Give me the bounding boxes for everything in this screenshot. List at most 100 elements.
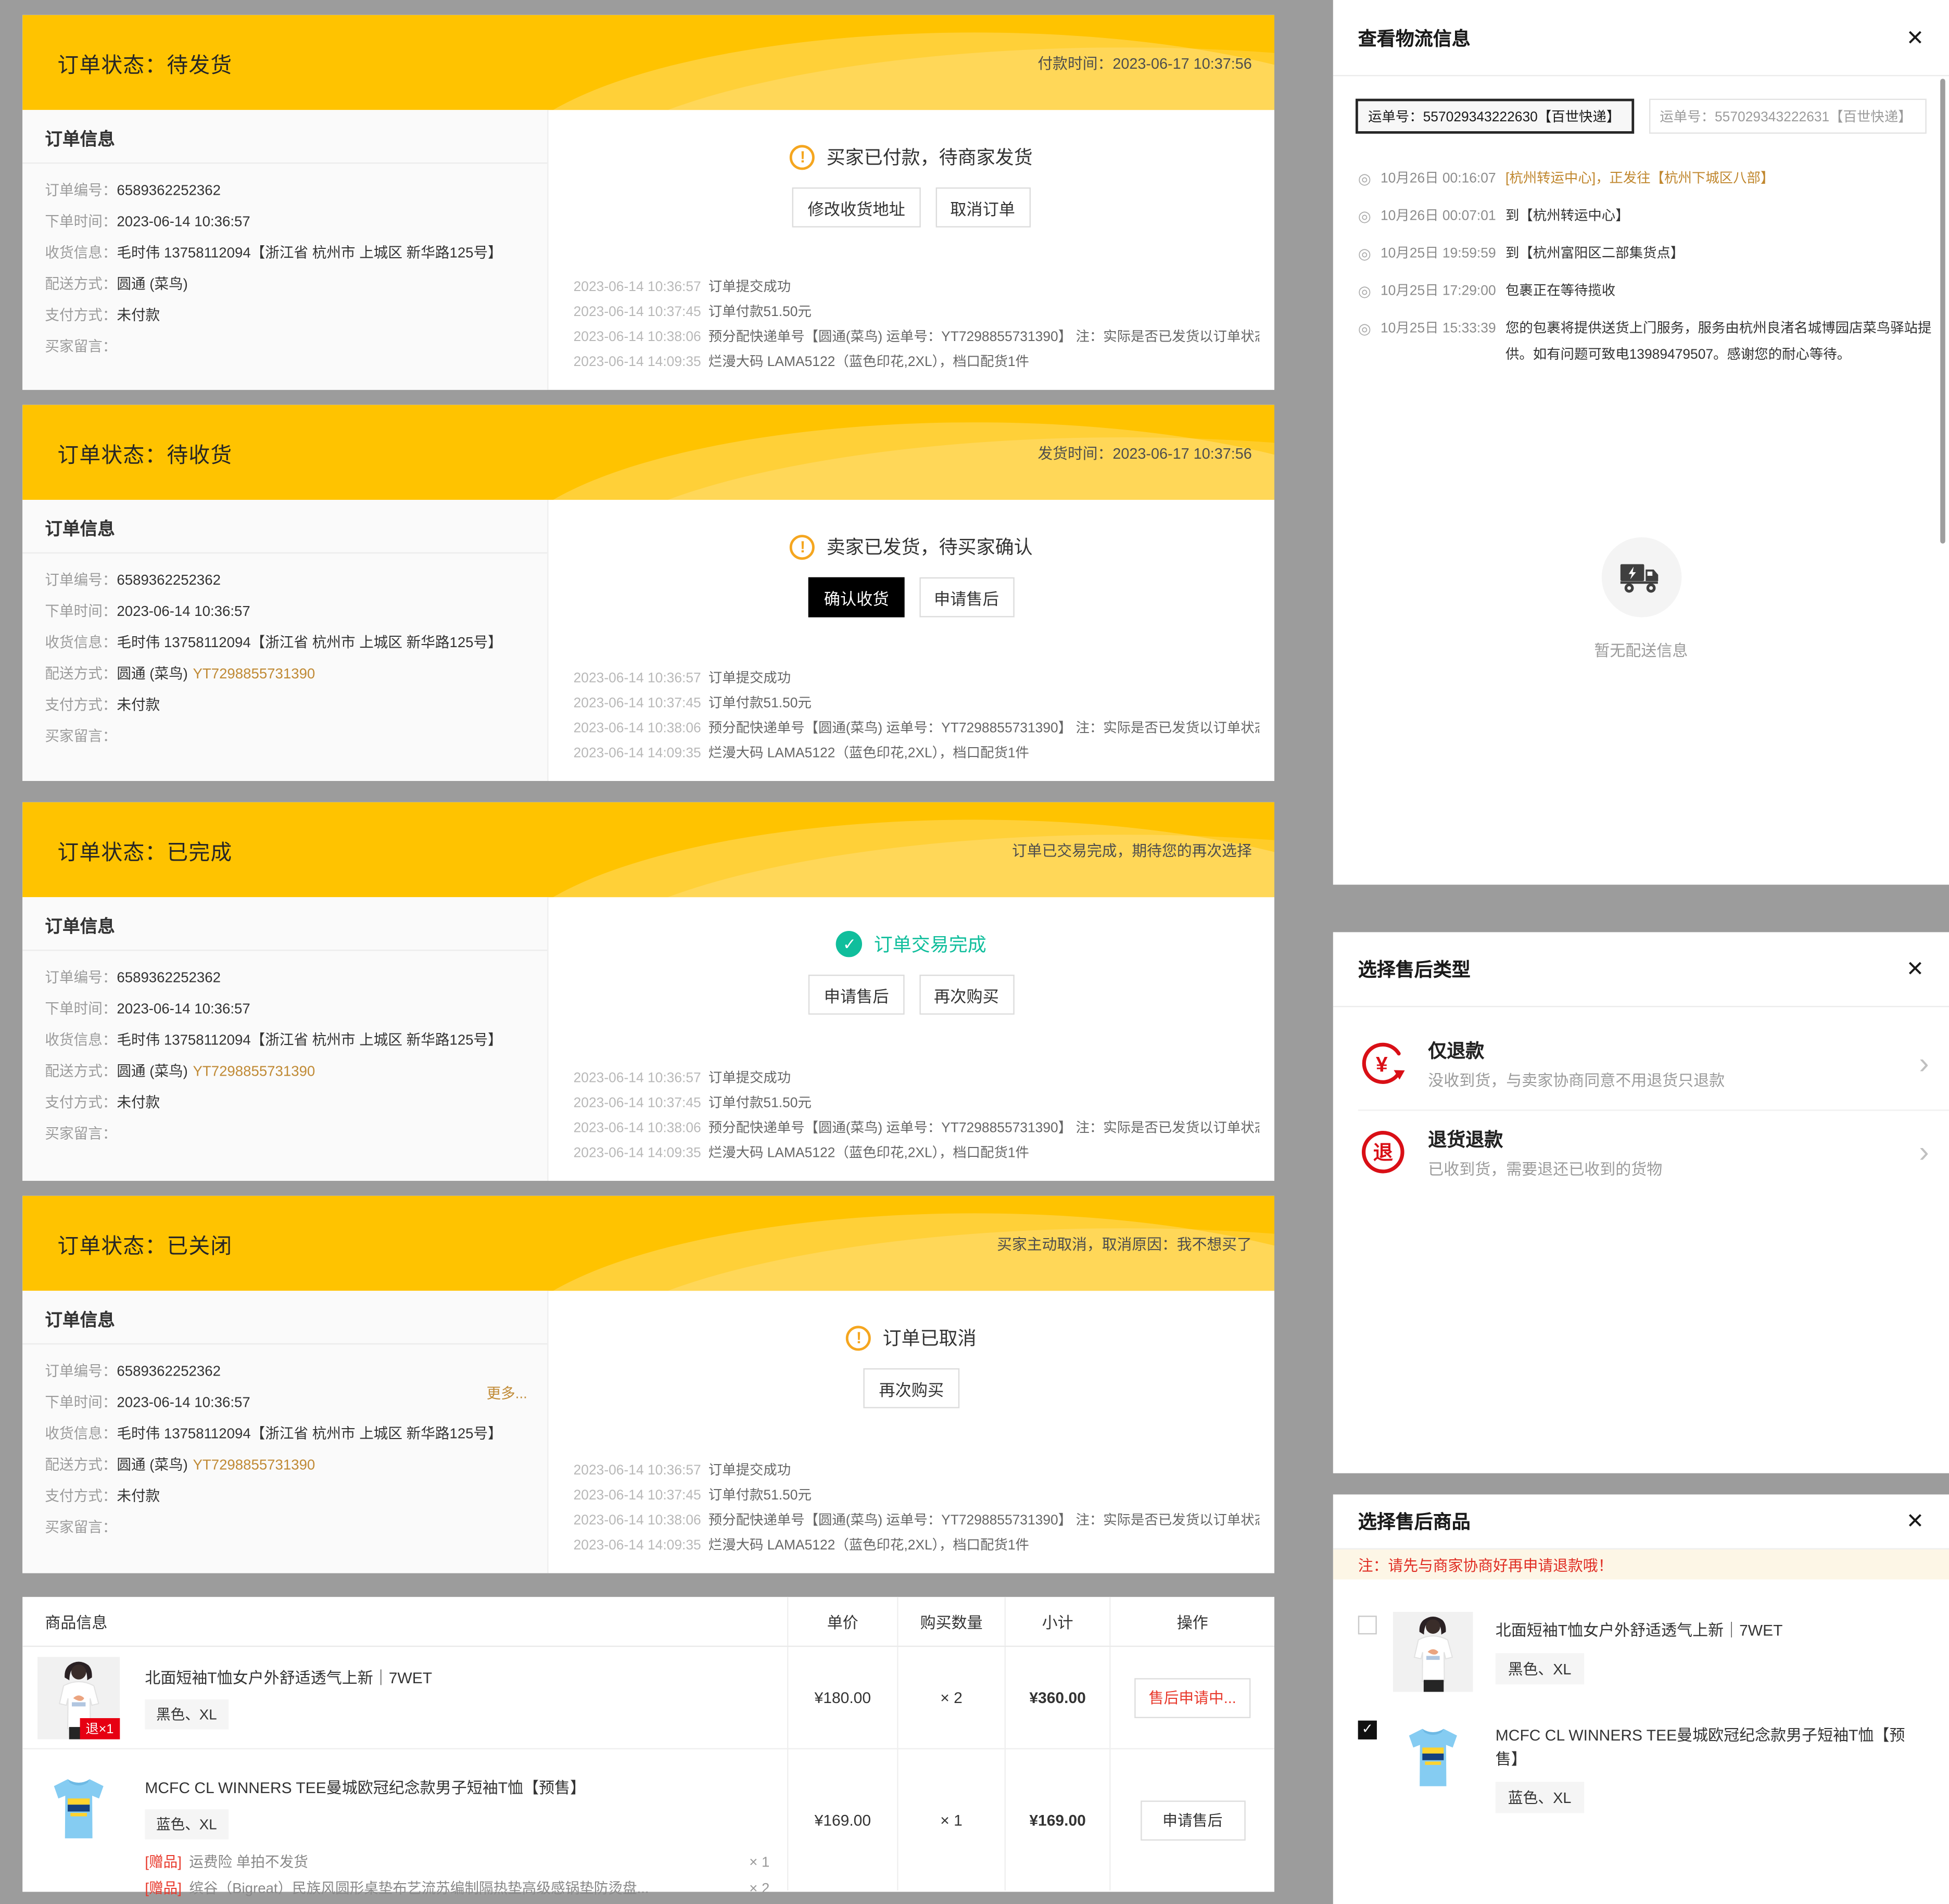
more-link[interactable]: 更多... bbox=[486, 1387, 527, 1402]
buy-again-button[interactable]: 再次购买 bbox=[919, 975, 1014, 1015]
product-image-blue-tee bbox=[1393, 1717, 1473, 1797]
order-status-panel: ! 订单已取消 再次购买 2023-06-14 10:36:57 订单提交成功 bbox=[547, 1291, 1274, 1573]
product-image-white-tee bbox=[1393, 1612, 1473, 1692]
option-return-refund[interactable]: 退 退货退款 已收到货，需要退还已收到的货物 › bbox=[1333, 1111, 1949, 1199]
unit-price: ¥180.00 bbox=[787, 1647, 897, 1748]
order-field-row: 订单编号： 6589362252362 bbox=[45, 963, 525, 994]
field-label: 收货信息： bbox=[45, 1033, 117, 1049]
field-label: 收货信息： bbox=[45, 636, 117, 651]
apply-aftersale-button[interactable]: 申请售后 bbox=[808, 975, 904, 1015]
order-field-row: 配送方式： 圆通 (菜鸟) YT7298855731390 bbox=[45, 660, 525, 691]
subtotal: ¥360.00 bbox=[1004, 1647, 1110, 1748]
order-info-title: 订单信息 bbox=[45, 1309, 115, 1330]
buy-again-button[interactable]: 再次购买 bbox=[864, 1368, 959, 1408]
field-label: 买家留言： bbox=[45, 339, 117, 355]
apply-aftersale-button[interactable]: 申请售后 bbox=[1140, 1800, 1245, 1840]
tracking-number-link[interactable]: YT7298855731390 bbox=[193, 1458, 315, 1473]
timeline-time: 2023-06-14 10:37:45 bbox=[573, 696, 701, 711]
order-field-row: 收货信息： 毛时伟 13758112094【浙江省 杭州市 上城区 新华路125号… bbox=[45, 1419, 525, 1451]
cancel-order-button[interactable]: 取消订单 bbox=[935, 187, 1030, 228]
field-value: 圆通 (菜鸟) bbox=[117, 1064, 188, 1080]
timeline-time: 2023-06-14 14:09:35 bbox=[573, 1145, 701, 1161]
modal-header: 选择售后类型 ✕ bbox=[1333, 932, 1949, 1007]
tracking-tab-active[interactable]: 运单号： 557029343222630【百世快递】 bbox=[1356, 98, 1634, 134]
timeline-row: 2023-06-14 10:38:06 预分配快递单号【圆通(菜鸟) 运单号：Y… bbox=[574, 716, 1260, 741]
product-cell: MCFC CL WINNERS TEE曼城欧冠纪念款男子短袖T恤【预售】 蓝色、… bbox=[22, 1749, 787, 1897]
field-label: 订单编号： bbox=[45, 573, 117, 589]
divider bbox=[1358, 1109, 1949, 1111]
order-timeline: 2023-06-14 10:36:57 订单提交成功 2023-06-14 10… bbox=[574, 275, 1260, 375]
field-label: 支付方式： bbox=[45, 698, 117, 714]
product-meta: 北面短袖T恤女户外舒适透气上新｜7WET 黑色、XL bbox=[145, 1657, 787, 1748]
timeline-time: 2023-06-14 14:09:35 bbox=[573, 1538, 701, 1554]
tracking-number-link[interactable]: YT7298855731390 bbox=[193, 667, 315, 683]
success-check-icon: ✓ bbox=[836, 931, 863, 957]
order-card-closed: 订单状态：已关闭 买家主动取消，取消原因：我不想买了 订单信息 订单编号： 658… bbox=[22, 1195, 1275, 1573]
order-header-note: 付款时间：2023-06-17 10:37:56 bbox=[1037, 54, 1252, 72]
order-fields: 订单编号： 6589362252362 下单时间： 2023-06-14 10:36… bbox=[45, 1357, 525, 1544]
status-line: ! 买家已付款，待商家发货 bbox=[790, 144, 1033, 170]
tracking-tabs: 运单号： 557029343222630【百世快递】 运单号： 5570293432… bbox=[1356, 98, 1927, 134]
item-checkbox-unchecked[interactable] bbox=[1358, 1616, 1377, 1635]
table-row: MCFC CL WINNERS TEE曼城欧冠纪念款男子短袖T恤【预售】 蓝色、… bbox=[22, 1749, 1274, 1897]
item-checkbox-checked[interactable]: ✓ bbox=[1358, 1720, 1377, 1739]
tracking-tab[interactable]: 运单号： 557029343222631【百世快递】 bbox=[1648, 98, 1927, 134]
order-header: 订单状态：待发货 付款时间：2023-06-17 10:37:56 bbox=[22, 15, 1275, 110]
modals-column: 查看物流信息 ✕ 运单号： 557029343222630【百世快递】 运单号： 5… bbox=[1333, 0, 1949, 1904]
order-field-row: 下单时间： 2023-06-14 10:36:57 bbox=[45, 207, 525, 238]
divider bbox=[22, 950, 548, 951]
close-icon[interactable]: ✕ bbox=[1906, 957, 1925, 981]
order-header: 订单状态：已关闭 买家主动取消，取消原因：我不想买了 bbox=[22, 1195, 1275, 1291]
order-field-row: 买家留言： bbox=[45, 1513, 525, 1544]
aftersale-in-progress-button[interactable]: 售后申请中... bbox=[1135, 1678, 1250, 1718]
close-icon[interactable]: ✕ bbox=[1906, 26, 1925, 49]
subtotal: ¥169.00 bbox=[1004, 1749, 1110, 1891]
product-meta: MCFC CL WINNERS TEE曼城欧冠纪念款男子短袖T恤【预售】 蓝色、… bbox=[145, 1767, 787, 1897]
order-field-row: 买家留言： bbox=[45, 722, 525, 753]
gift-mark: [赠品] bbox=[145, 1856, 182, 1871]
field-value: 毛时伟 13758112094【浙江省 杭州市 上城区 新华路125号】 bbox=[117, 1033, 502, 1049]
gift-count: × 1 bbox=[749, 1856, 770, 1871]
field-value: 2023-06-14 10:36:57 bbox=[117, 215, 250, 230]
field-value: 未付款 bbox=[117, 308, 160, 324]
logistics-event: ◎ 10月25日 17:29:00 包裹正在等待揽收 bbox=[1358, 279, 1932, 305]
table-row: 退×1 北面短袖T恤女户外舒适透气上新｜7WET 黑色、XL ¥180.00 ×… bbox=[22, 1647, 1275, 1750]
col-header-unit-price: 单价 bbox=[787, 1597, 897, 1646]
timeline-row: 2023-06-14 10:36:57 订单提交成功 bbox=[574, 1066, 1260, 1091]
option-refund-only[interactable]: ¥ 仅退款 没收到货，与卖家协商同意不用退货只退款 › bbox=[1333, 1022, 1949, 1109]
order-field-row: 买家留言： bbox=[45, 1119, 525, 1151]
order-field-row: 下单时间： 2023-06-14 10:36:57 bbox=[45, 1388, 525, 1419]
modal-title: 选择售后类型 bbox=[1358, 960, 1471, 981]
order-card-completed: 订单状态：已完成 订单已交易完成，期待您的再次选择 订单信息 订单编号： 6589… bbox=[22, 802, 1275, 1181]
order-info-panel: 订单信息 订单编号： 6589362252362 下单时间： 2023-06-14 … bbox=[22, 897, 548, 1181]
timeline-time: 2023-06-14 10:38:06 bbox=[573, 1120, 701, 1136]
timeline-text: 烂漫大码 LAMA5122（蓝色印花,2XL），档口配货1件 bbox=[708, 1538, 1029, 1554]
product-image-white-tee: 退×1 bbox=[37, 1657, 120, 1739]
field-label: 配送方式： bbox=[45, 1064, 117, 1080]
order-card-pending-receipt: 订单状态：待收货 发货时间：2023-06-17 10:37:56 订单信息 订… bbox=[22, 405, 1275, 781]
order-timeline: 2023-06-14 10:36:57 订单提交成功 2023-06-14 10… bbox=[574, 1066, 1260, 1166]
close-icon[interactable]: ✕ bbox=[1906, 1509, 1925, 1533]
scrollbar-thumb[interactable] bbox=[1940, 79, 1945, 544]
timeline-row: 2023-06-14 10:38:06 预分配快递单号【圆通(菜鸟) 运单号：Y… bbox=[574, 325, 1260, 350]
field-label: 收货信息： bbox=[45, 246, 117, 261]
order-header-note: 订单已交易完成，期待您的再次选择 bbox=[1011, 841, 1252, 860]
confirm-receipt-button[interactable]: 确认收货 bbox=[808, 577, 904, 617]
tracking-number-link[interactable]: YT7298855731390 bbox=[193, 1064, 315, 1080]
edit-address-button[interactable]: 修改收货地址 bbox=[792, 187, 920, 228]
field-value: 圆通 (菜鸟) bbox=[117, 1458, 188, 1473]
product-sku-tag: 蓝色、XL bbox=[145, 1809, 229, 1839]
col-header-quantity: 购买数量 bbox=[897, 1597, 1004, 1646]
option-texts: 仅退款 没收到货，与卖家协商同意不用退货只退款 bbox=[1428, 1040, 1725, 1092]
order-body: 订单信息 订单编号： 6589362252362 下单时间： 2023-06-14 … bbox=[22, 110, 1275, 390]
status-text: 订单已取消 bbox=[882, 1328, 977, 1350]
order-field-row: 配送方式： 圆通 (菜鸟) YT7298855731390 bbox=[45, 1057, 525, 1088]
gift-text: 缤谷（Bigreat）民族风圆形桌垫布艺流苏编制隔热垫高级感锅垫防烫盘... bbox=[189, 1882, 649, 1897]
order-status-title: 订单状态：待收货 bbox=[57, 443, 233, 467]
apply-aftersale-button[interactable]: 申请售后 bbox=[919, 577, 1014, 617]
product-title: 北面短袖T恤女户外舒适透气上新｜7WET bbox=[145, 1669, 433, 1687]
event-bullet-icon: ◎ bbox=[1358, 245, 1371, 263]
product-sku-tag: 黑色、XL bbox=[145, 1699, 229, 1730]
aftersale-item: ✓ MCFC CL WINNERS TEE曼城欧冠纪念款男子短袖T恤【预售】 蓝… bbox=[1333, 1717, 1949, 1813]
